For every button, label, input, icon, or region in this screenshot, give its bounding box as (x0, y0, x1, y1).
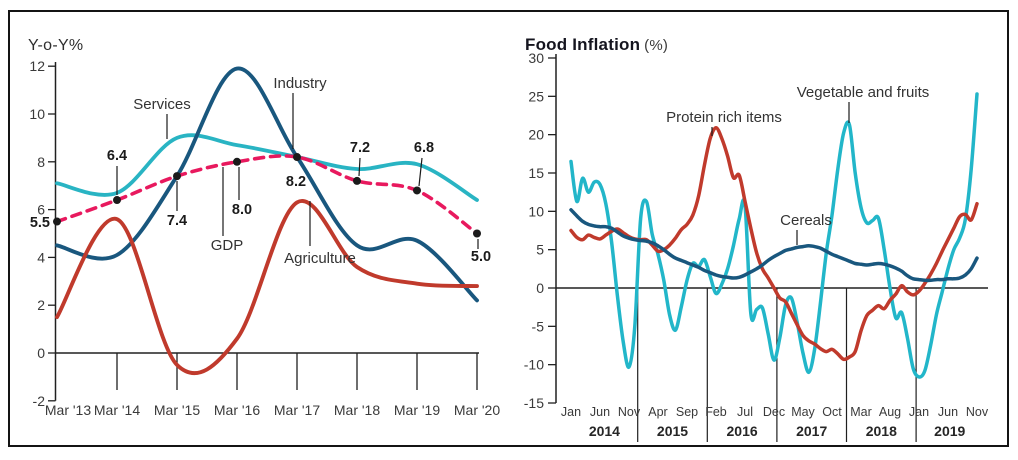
marker-gdp (233, 157, 241, 166)
svg-text:12: 12 (29, 58, 45, 74)
svg-text:Mar '18: Mar '18 (334, 402, 380, 418)
figure-frame (8, 10, 1009, 447)
svg-text:5.0: 5.0 (471, 249, 491, 265)
svg-text:Mar '16: Mar '16 (214, 402, 260, 418)
svg-text:7.4: 7.4 (167, 213, 187, 229)
svg-text:Mar '20: Mar '20 (454, 402, 500, 418)
svg-text:6: 6 (37, 202, 45, 218)
line-cereals (569, 208, 979, 283)
svg-text:Mar '17: Mar '17 (274, 402, 320, 418)
svg-text:-5: -5 (532, 318, 545, 334)
svg-text:2015: 2015 (657, 423, 688, 439)
right-label-cereals: Cereals (780, 212, 832, 229)
svg-text:Jan: Jan (909, 405, 929, 419)
svg-text:Sep: Sep (676, 405, 698, 419)
svg-text:20: 20 (528, 127, 544, 143)
right-year-separators (637, 288, 917, 442)
svg-text:Jul: Jul (737, 405, 753, 419)
svg-text:8: 8 (37, 154, 45, 170)
svg-text:Oct: Oct (822, 405, 842, 419)
svg-text:5.5: 5.5 (30, 215, 50, 231)
svg-text:6.4: 6.4 (107, 148, 127, 164)
svg-text:2019: 2019 (934, 423, 965, 439)
left-label-agriculture: Agriculture (284, 250, 356, 267)
line-services (55, 133, 479, 202)
svg-text:2017: 2017 (796, 423, 827, 439)
svg-text:Mar '15: Mar '15 (154, 402, 200, 418)
svg-text:Jun: Jun (938, 405, 958, 419)
svg-text:Aug: Aug (879, 405, 901, 419)
svg-text:Jan: Jan (561, 405, 581, 419)
marker-gdp (173, 172, 181, 181)
left-label-industry: Industry (273, 75, 327, 92)
svg-text:Nov: Nov (966, 405, 989, 419)
right-chart-title-bold: Food Inflation (525, 35, 641, 54)
svg-text:10: 10 (528, 203, 544, 219)
right-label-protein-rich-items: Protein rich items (666, 109, 782, 126)
left-chart-title-text: Y-o-Y% (28, 37, 84, 54)
svg-text:2: 2 (37, 297, 45, 313)
left-chart-title: Y-o-Y% (28, 37, 83, 55)
svg-text:May: May (791, 405, 815, 419)
svg-text:8.2: 8.2 (286, 174, 306, 190)
svg-text:2014: 2014 (589, 423, 620, 439)
svg-text:4: 4 (37, 249, 45, 265)
marker-gdp (353, 176, 361, 185)
svg-text:2016: 2016 (727, 423, 758, 439)
svg-text:15: 15 (528, 165, 544, 181)
svg-text:-2: -2 (33, 393, 46, 409)
right-chart-title-suffix: (%) (644, 37, 669, 54)
svg-text:10: 10 (29, 106, 45, 122)
svg-text:Apr: Apr (648, 405, 667, 419)
marker-gdp (473, 229, 481, 238)
svg-text:5: 5 (536, 242, 544, 258)
marker-gdp (413, 186, 421, 195)
line-agriculture (55, 199, 479, 376)
right-year-labels: 2014 2015 2016 2017 2018 2019 (589, 423, 966, 439)
svg-text:-15: -15 (524, 395, 544, 411)
left-y-ticks: 12 10 8 6 4 2 0 -2 (29, 58, 56, 409)
svg-text:Jun: Jun (590, 405, 610, 419)
right-month-labels: Jan Jun Nov Apr Sep Feb Jul Dec May Oct Mar Aug Jan J… (561, 405, 989, 419)
svg-text:6.8: 6.8 (414, 140, 434, 156)
left-point-labels: 5.5 6.4 7.4 8.0 8.2 7.2 6.8 5.0 (30, 140, 491, 265)
svg-text:8.0: 8.0 (232, 202, 252, 218)
left-label-services: Services (133, 96, 191, 113)
marker-gdp (53, 217, 61, 226)
left-x-ticks: Mar '13 Mar '14 Mar '15 Mar '16 Mar '17 Mar '… (45, 353, 500, 418)
svg-text:Dec: Dec (763, 405, 785, 419)
svg-text:Mar '19: Mar '19 (394, 402, 440, 418)
right-chart-title: Food Inflation (%) (525, 35, 668, 55)
svg-text:Mar '14: Mar '14 (94, 402, 140, 418)
svg-text:0: 0 (536, 280, 544, 296)
svg-text:-10: -10 (524, 357, 544, 373)
left-label-gdp: GDP (211, 237, 244, 254)
svg-text:Mar '13: Mar '13 (45, 402, 91, 418)
svg-text:0: 0 (37, 345, 45, 361)
svg-text:30: 30 (528, 50, 544, 66)
svg-text:Mar: Mar (850, 405, 872, 419)
svg-text:Nov: Nov (618, 405, 641, 419)
svg-text:25: 25 (528, 88, 544, 104)
svg-text:Feb: Feb (705, 405, 727, 419)
marker-gdp (293, 153, 301, 162)
svg-text:7.2: 7.2 (350, 140, 370, 156)
marker-gdp (113, 196, 121, 205)
right-y-ticks: 30 25 20 15 10 5 0 -5 -10 -15 (524, 50, 556, 411)
right-label-vegetable-and-fruits: Vegetable and fruits (797, 84, 930, 101)
line-vegetable-and-fruits (569, 92, 979, 379)
svg-text:2018: 2018 (866, 423, 897, 439)
